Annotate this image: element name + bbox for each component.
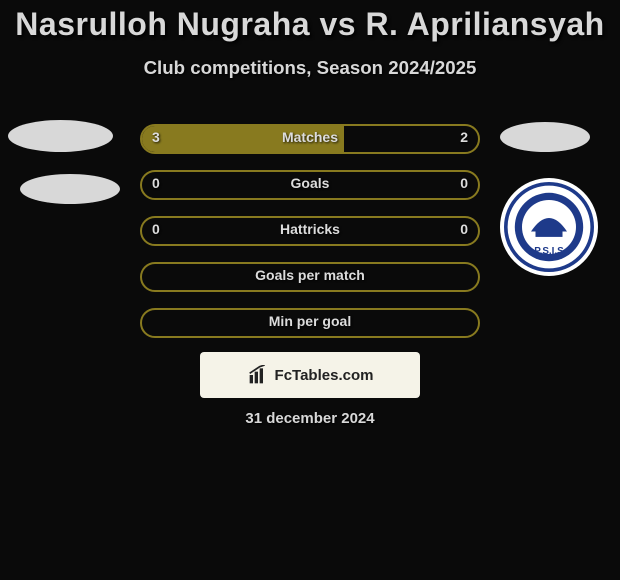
stat-row-goals: 0 Goals 0 xyxy=(0,166,620,212)
stat-value-right: 0 xyxy=(460,221,468,237)
chart-bars-icon xyxy=(247,365,269,385)
stat-value-right: 2 xyxy=(460,129,468,145)
brand-text: FcTables.com xyxy=(275,367,374,384)
page-subtitle: Club competitions, Season 2024/2025 xyxy=(0,57,620,79)
page-title: Nasrulloh Nugraha vs R. Apriliansyah xyxy=(0,0,620,43)
brand-attribution: FcTables.com xyxy=(200,352,420,398)
stat-row-goals-per-match: Goals per match xyxy=(0,258,620,304)
stat-label: Min per goal xyxy=(0,313,620,329)
stat-row-hattricks: 0 Hattricks 0 xyxy=(0,212,620,258)
footer-date: 31 december 2024 xyxy=(0,410,620,427)
stats-container: 3 Matches 2 0 Goals 0 0 Hattricks 0 Goal… xyxy=(0,120,620,350)
stat-row-matches: 3 Matches 2 xyxy=(0,120,620,166)
stat-row-min-per-goal: Min per goal xyxy=(0,304,620,350)
stat-label: Goals per match xyxy=(0,267,620,283)
stat-label: Hattricks xyxy=(0,221,620,237)
stat-label: Goals xyxy=(0,175,620,191)
stat-value-right: 0 xyxy=(460,175,468,191)
stat-label: Matches xyxy=(0,129,620,145)
